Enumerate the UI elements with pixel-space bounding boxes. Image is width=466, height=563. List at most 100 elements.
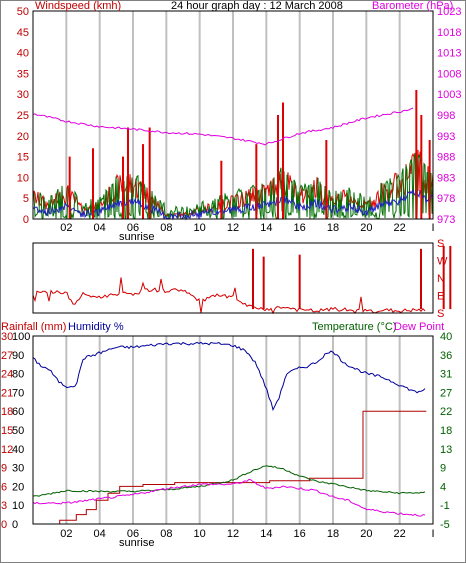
wind-x-tick-label: 20	[360, 222, 372, 234]
barometer-tick-label: 993	[437, 131, 455, 143]
temp-x-tick-label: 04	[94, 528, 106, 540]
temp-x-tick-label: 16	[294, 528, 306, 540]
direction-tick-label: S	[437, 238, 444, 250]
temperature-tick-label: 27	[440, 387, 452, 399]
wind-panel-grid	[65, 11, 401, 219]
rainfall-tick-label: 6	[1, 481, 7, 493]
wind-x-tick-label: 06	[127, 222, 139, 234]
wind-panel-frame	[32, 10, 434, 220]
temperature-tick-label: 4	[440, 481, 446, 493]
rainfall-series	[33, 410, 427, 525]
temp-x-tick-label: I	[431, 528, 434, 540]
humidity-tick-label: 70	[12, 387, 24, 399]
dewpoint-series	[32, 478, 426, 517]
wind-x-tick-label: 18	[327, 222, 339, 234]
barometer-tick-label: 1003	[437, 89, 461, 101]
temp-panel-grid	[65, 336, 401, 524]
temperature-tick-label: -1	[440, 500, 450, 512]
temp-panel-frame	[32, 335, 434, 525]
temp-x-tick-label: 18	[327, 528, 339, 540]
rainfall-tick-label: 18	[1, 406, 13, 418]
temp-x-tick-label: 10	[194, 528, 206, 540]
temperature-tick-label: 40	[440, 331, 452, 343]
wind-x-tick-label: 08	[160, 222, 172, 234]
humidity-tick-label: 80	[12, 369, 24, 381]
temperature-tick-label: 18	[440, 425, 452, 437]
temperature-tick-label: -5	[440, 519, 450, 531]
windspeed-tick-label: 5	[23, 193, 29, 205]
wind-x-tick-label: 14	[260, 222, 272, 234]
temp-panel-x-tick-labels: 02 04 06 08 10 12 14 16 18 20 22 I	[60, 528, 434, 540]
rainfall-tick-labels: 0 3 6 9 12 15 18 21 24 27 30	[1, 331, 13, 531]
direction-tick-label: N	[437, 273, 445, 285]
temperature-series	[32, 465, 426, 497]
barometer-tick-labels: 973 978 983 988 993 998 1003 1008 1013 1018 1023	[437, 6, 461, 226]
direction-tick-label: E	[437, 291, 444, 303]
windspeed-tick-label: 35	[17, 68, 29, 80]
chart-title: 24 hour graph day : 12 March 2008	[171, 0, 343, 12]
rainfall-axis-label: Rainfall (mm)	[1, 321, 66, 333]
windspeed-tick-label: 25	[17, 110, 29, 122]
barometer-tick-label: 983	[437, 172, 455, 184]
windspeed-tick-labels: 0 5 10 15 20 25 30 35 40 45 50	[17, 6, 29, 226]
temperature-tick-label: 9	[440, 463, 446, 475]
windspeed-tick-label: 20	[17, 131, 29, 143]
windspeed-tick-label: 10	[17, 172, 29, 184]
rainfall-tick-label: 9	[1, 463, 7, 475]
humidity-series	[32, 341, 426, 412]
humidity-tick-label: 20	[12, 481, 24, 493]
windspeed-tick-label: 0	[23, 214, 29, 226]
wind-x-tick-label: 22	[394, 222, 406, 234]
barometer-tick-label: 998	[437, 110, 455, 122]
rainfall-tick-label: 30	[1, 331, 13, 343]
wind-panel-x-tick-labels: 02 04 06 08 10 12 14 16 18 20 22 I	[60, 222, 434, 234]
temp-x-tick-label: 08	[160, 528, 172, 540]
wind-x-tick-label: I	[431, 222, 434, 234]
windspeed-axis-label: Windspeed (kmh)	[35, 0, 121, 12]
windspeed-tick-label: 30	[17, 89, 29, 101]
wind-panel-series	[32, 90, 434, 221]
barometer-tick-label: 973	[437, 214, 455, 226]
humidity-tick-label: 0	[12, 519, 18, 531]
barometer-tick-label: 1018	[437, 27, 461, 39]
wind-barometer-panel: Windspeed (kmh) 24 hour graph day : 12 M…	[17, 0, 462, 243]
rainfall-tick-label: 12	[1, 444, 13, 456]
direction-series	[32, 245, 452, 315]
windspeed-tick-label: 45	[17, 27, 29, 39]
barometer-tick-label: 1008	[437, 68, 461, 80]
wind-x-tick-label: 12	[227, 222, 239, 234]
humidity-tick-label: 40	[12, 444, 24, 456]
temperature-tick-labels: -5 -1 4 9 13 18 22 27 31 36 40	[440, 331, 452, 531]
humidity-tick-label: 100	[12, 331, 30, 343]
temperature-tick-label: 13	[440, 444, 452, 456]
rainfall-tick-label: 24	[1, 369, 13, 381]
temp-x-tick-label: 12	[227, 528, 239, 540]
rain-humidity-temp-panel: Rainfall (mm) Humidity % Temperature (°C…	[1, 321, 452, 549]
temperature-tick-label: 31	[440, 369, 452, 381]
humidity-tick-label: 10	[12, 500, 24, 512]
humidity-tick-labels: 0 10 20 30 40 50 60 70 80 90 100	[12, 331, 30, 531]
barometer-tick-label: 978	[437, 193, 455, 205]
temp-x-tick-label: 02	[60, 528, 72, 540]
wind-x-tick-label: 16	[294, 222, 306, 234]
temperature-axis-label: Temperature (°C)	[312, 321, 396, 333]
humidity-tick-label: 90	[12, 350, 24, 362]
windspeed-tick-label: 50	[17, 6, 29, 18]
direction-tick-label: W	[437, 256, 448, 268]
wind-direction-series	[32, 277, 426, 315]
sunrise-label: sunrise	[119, 231, 154, 243]
humidity-tick-label: 60	[12, 406, 24, 418]
barometer-series	[32, 107, 414, 146]
rainfall-tick-label: 21	[1, 387, 13, 399]
temp-x-tick-label: 22	[394, 528, 406, 540]
temp-x-tick-label: 20	[360, 528, 372, 540]
rainfall-tick-label: 3	[1, 500, 7, 512]
temp-panel-series	[32, 341, 427, 525]
temperature-tick-label: 22	[440, 406, 452, 418]
humidity-tick-label: 30	[12, 463, 24, 475]
wind-speed-series	[32, 152, 434, 220]
windspeed-tick-label: 40	[17, 48, 29, 60]
